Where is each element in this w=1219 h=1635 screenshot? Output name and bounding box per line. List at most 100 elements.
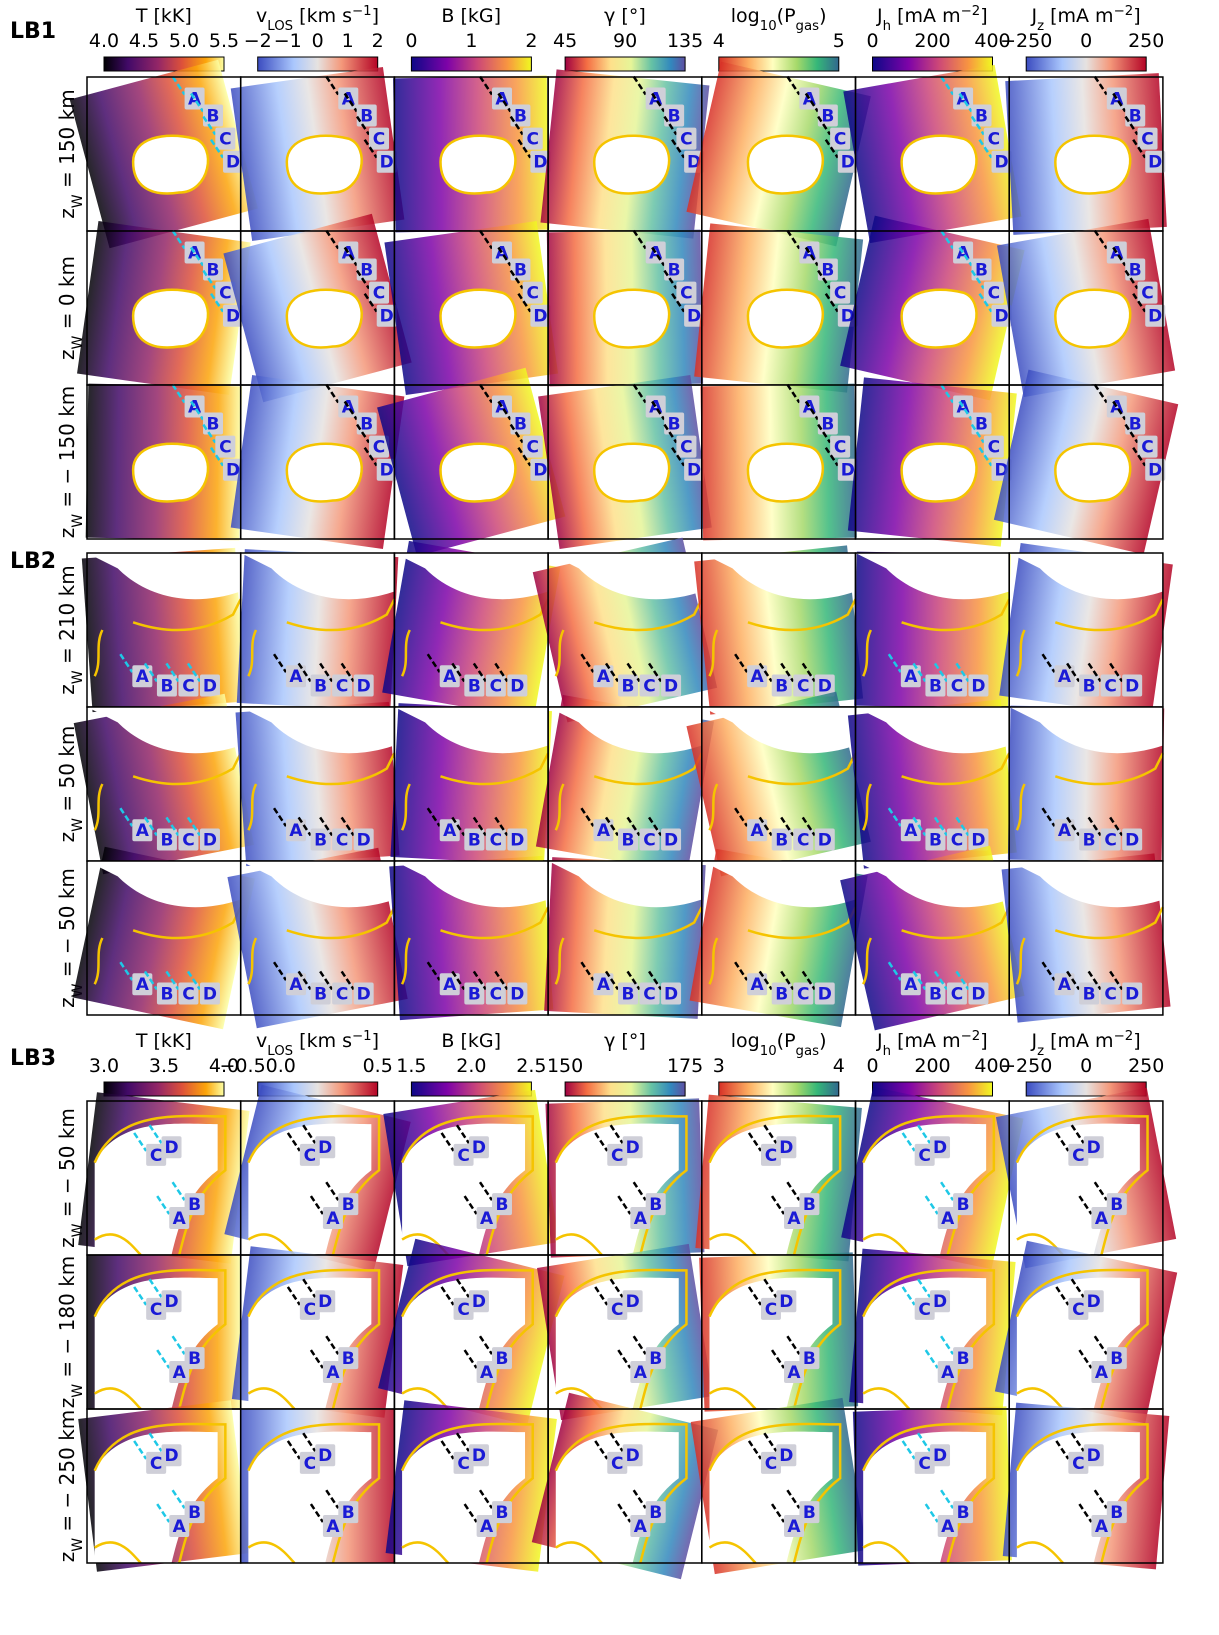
panel-label: D xyxy=(971,984,985,1004)
panel-label: A xyxy=(289,667,303,687)
map-panel: ABCD xyxy=(377,368,565,557)
panel-label: C xyxy=(680,130,692,150)
colorbar-tick-label: 4 xyxy=(713,30,725,52)
colorbar-tick-label: 250 xyxy=(1128,30,1164,52)
panel-label: B xyxy=(929,830,942,850)
panel-label: B xyxy=(668,107,681,127)
colorbar-tick-label: −250 xyxy=(1000,30,1052,52)
panel-label: A xyxy=(326,1209,340,1229)
panel-label: C xyxy=(457,1454,469,1474)
panel-label: D xyxy=(971,676,985,696)
panel-label: B xyxy=(514,107,527,127)
panel-label: B xyxy=(775,984,788,1004)
panel-label: B xyxy=(342,1503,355,1523)
panel-label: A xyxy=(1110,244,1124,264)
colorbar xyxy=(565,1082,685,1096)
text-part: z xyxy=(55,528,79,539)
row-label: zW = − 150 km xyxy=(55,386,86,539)
panel-label: B xyxy=(957,1195,970,1215)
panel-label: C xyxy=(988,284,1000,304)
map-panel: ABCD xyxy=(223,214,411,403)
panel-label: C xyxy=(611,1146,623,1166)
colorbar-title: T [kK] xyxy=(135,5,192,27)
text-part: = − 250 km xyxy=(55,1410,79,1538)
panel-label: B xyxy=(160,676,173,696)
panel-label: D xyxy=(226,153,240,173)
panel-label: A xyxy=(751,667,765,687)
panel-label: C xyxy=(304,1454,316,1474)
panel-label: C xyxy=(219,438,231,458)
panel-label: C xyxy=(643,984,655,1004)
panel-label: B xyxy=(188,1503,201,1523)
text-part: ) xyxy=(819,1030,826,1052)
panel-label: A xyxy=(649,90,663,110)
panel-label: D xyxy=(203,984,217,1004)
panel-label: C xyxy=(526,130,538,150)
panel-label: B xyxy=(496,1195,509,1215)
panel-label: A xyxy=(634,1363,648,1383)
map-panel: ABCD xyxy=(690,849,868,1027)
panel-label: D xyxy=(318,1138,332,1158)
panel-label: B xyxy=(207,107,220,127)
map-panel: ABCD xyxy=(544,857,706,1019)
colorbar-title: B [kG] xyxy=(441,5,501,27)
panel-label: C xyxy=(1104,676,1116,696)
panel-label: B xyxy=(468,984,481,1004)
panel-label: B xyxy=(803,1503,816,1523)
text-part: (P xyxy=(777,5,796,27)
panel-label: C xyxy=(373,130,385,150)
panel-label: B xyxy=(188,1195,201,1215)
map-panel: ABCD xyxy=(841,1087,1023,1270)
map-panel: ABCD xyxy=(691,1398,867,1574)
panel-label: C xyxy=(1141,130,1153,150)
colorbar-title: log10(Pgas) xyxy=(731,1030,827,1059)
colorbar-tick-label: 200 xyxy=(914,1055,950,1077)
panel-label: B xyxy=(1129,261,1142,281)
panel-label: A xyxy=(480,1363,494,1383)
colorbar-title: Jz [mA m−2] xyxy=(1030,4,1140,34)
colorbar-tick-label: 0 xyxy=(1080,1055,1092,1077)
map-panel: ABCD xyxy=(694,545,863,714)
text-part: = 0 km xyxy=(55,256,79,336)
panel-label: B xyxy=(929,984,942,1004)
panel-label: D xyxy=(226,307,240,327)
colorbar-tick-label: 3 xyxy=(713,1055,725,1077)
panel-label: D xyxy=(779,1292,793,1312)
panel-label: D xyxy=(1125,830,1139,850)
colorbar xyxy=(258,57,378,71)
panel-label: C xyxy=(182,984,194,1004)
panel-label: A xyxy=(904,821,918,841)
colorbar-tick-label: 0 xyxy=(866,1055,878,1077)
panel-label: C xyxy=(490,984,502,1004)
map-panel: ABCD xyxy=(540,69,709,238)
text-part: γ [°] xyxy=(604,5,646,27)
panel-label: B xyxy=(207,261,220,281)
row-label: zW = 210 km xyxy=(55,565,86,694)
panel-label: A xyxy=(443,667,457,687)
panel-label: B xyxy=(957,1503,970,1523)
panel-label: B xyxy=(649,1195,662,1215)
text-part: v xyxy=(256,1030,267,1052)
text-part: z xyxy=(55,1398,79,1409)
panel-label: B xyxy=(649,1349,662,1369)
subscript: gas xyxy=(796,19,820,34)
map-panel: ABCD xyxy=(994,370,1178,555)
colorbar xyxy=(719,1082,839,1096)
map-panel: ABCD xyxy=(1005,73,1167,235)
superscript: −1 xyxy=(352,1029,372,1044)
panel-label: C xyxy=(336,676,348,696)
panel-label: A xyxy=(634,1517,648,1537)
panel-label: C xyxy=(457,1300,469,1320)
section-label: LB3 xyxy=(10,1046,56,1071)
panel-label: D xyxy=(1087,1292,1101,1312)
panel-label: B xyxy=(975,107,988,127)
colorbar-tick-label: 5 xyxy=(833,30,845,52)
panel-label: D xyxy=(1087,1138,1101,1158)
panel-label: D xyxy=(664,830,678,850)
panel-label: C xyxy=(150,1300,162,1320)
panel-label: C xyxy=(1141,438,1153,458)
panel-label: A xyxy=(342,244,356,264)
panel-label: D xyxy=(1148,307,1162,327)
